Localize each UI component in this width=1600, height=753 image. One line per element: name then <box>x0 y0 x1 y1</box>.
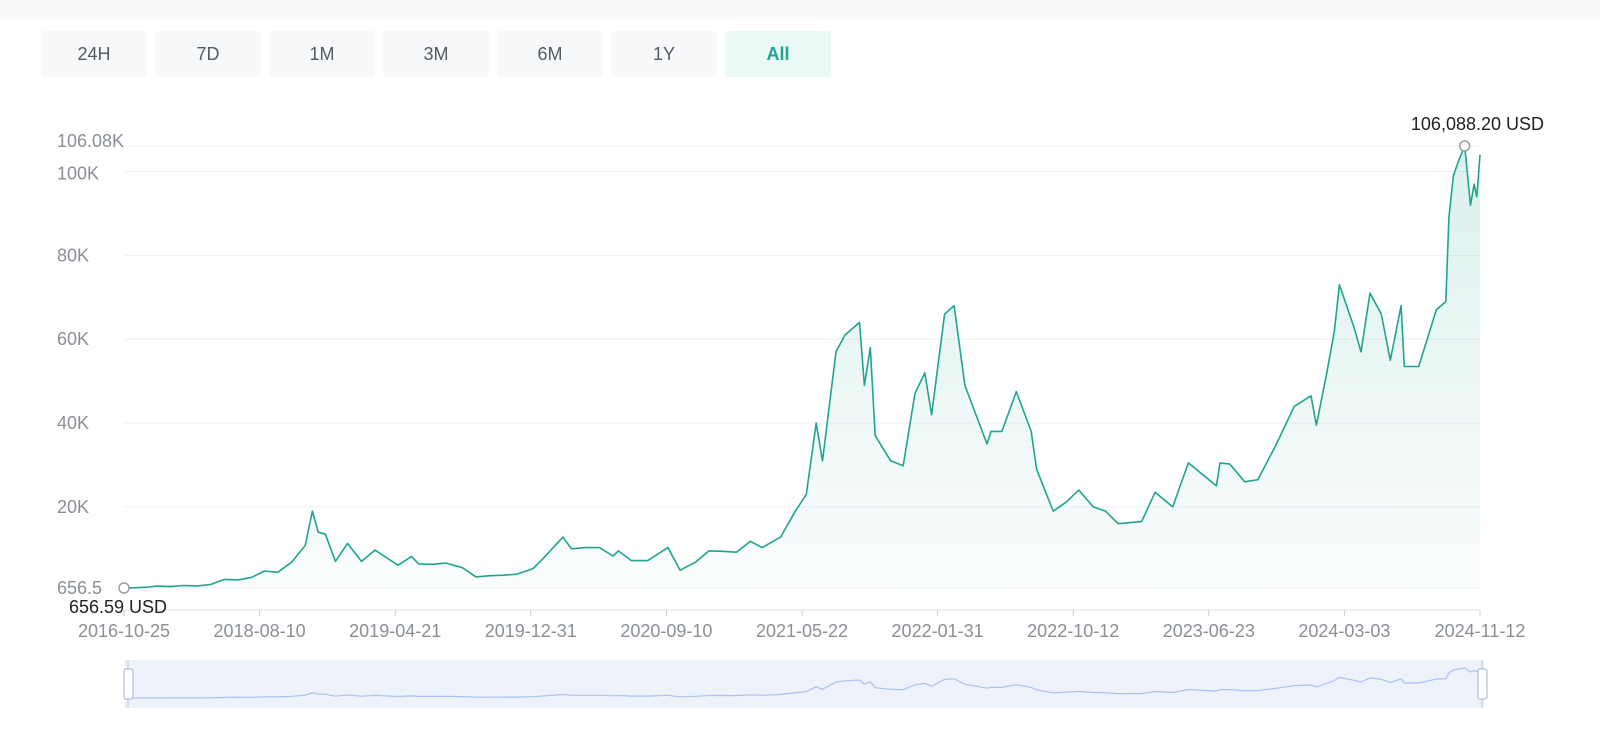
x-tick-label: 2021-05-22 <box>756 621 848 641</box>
range-tab-24h[interactable]: 24H <box>41 31 147 77</box>
time-range-selector: 24H 7D 1M 3M 6M 1Y All <box>41 31 831 77</box>
y-tick-label: 60K <box>57 329 89 349</box>
range-tab-6m[interactable]: 6M <box>497 31 603 77</box>
x-tick-label: 2024-03-03 <box>1298 621 1390 641</box>
x-tick-label: 2019-12-31 <box>485 621 577 641</box>
navigator-right-handle[interactable] <box>1477 668 1488 700</box>
y-tick-label: 100K <box>57 164 99 184</box>
y-tick-label: 20K <box>57 497 89 517</box>
y-tick-label: 106.08K <box>57 131 124 151</box>
x-tick-label: 2018-08-10 <box>214 621 306 641</box>
x-tick-label: 2019-04-21 <box>349 621 441 641</box>
range-tab-1y[interactable]: 1Y <box>611 31 717 77</box>
y-tick-label: 656.5 <box>57 578 102 598</box>
navigator-line <box>124 667 1481 699</box>
max-point-marker <box>1458 140 1471 152</box>
x-tick-label: 2020-09-10 <box>620 621 712 641</box>
min-point-marker <box>118 582 130 594</box>
range-tab-1m[interactable]: 1M <box>269 31 375 77</box>
navigator-background <box>124 660 1484 708</box>
range-tab-7d[interactable]: 7D <box>155 31 261 77</box>
price-area <box>124 146 1480 588</box>
x-tick-label: 2024-11-12 <box>1435 621 1526 641</box>
navigator-left-handle[interactable] <box>123 668 134 700</box>
price-line <box>123 145 1481 589</box>
y-tick-label: 40K <box>57 413 89 433</box>
min-price-label: 656.59 USD <box>69 597 167 617</box>
x-tick-label: 2022-10-12 <box>1027 621 1119 641</box>
max-price-label: 106,088.20 USD <box>1411 114 1544 134</box>
range-tab-all[interactable]: All <box>725 31 831 77</box>
top-strip <box>0 0 1600 20</box>
x-tick-label: 2023-06-23 <box>1163 621 1255 641</box>
y-tick-label: 80K <box>57 245 89 265</box>
range-tab-3m[interactable]: 3M <box>383 31 489 77</box>
x-tick-label: 2022-01-31 <box>892 621 984 641</box>
x-tick-label: 2016-10-25 <box>78 621 170 641</box>
